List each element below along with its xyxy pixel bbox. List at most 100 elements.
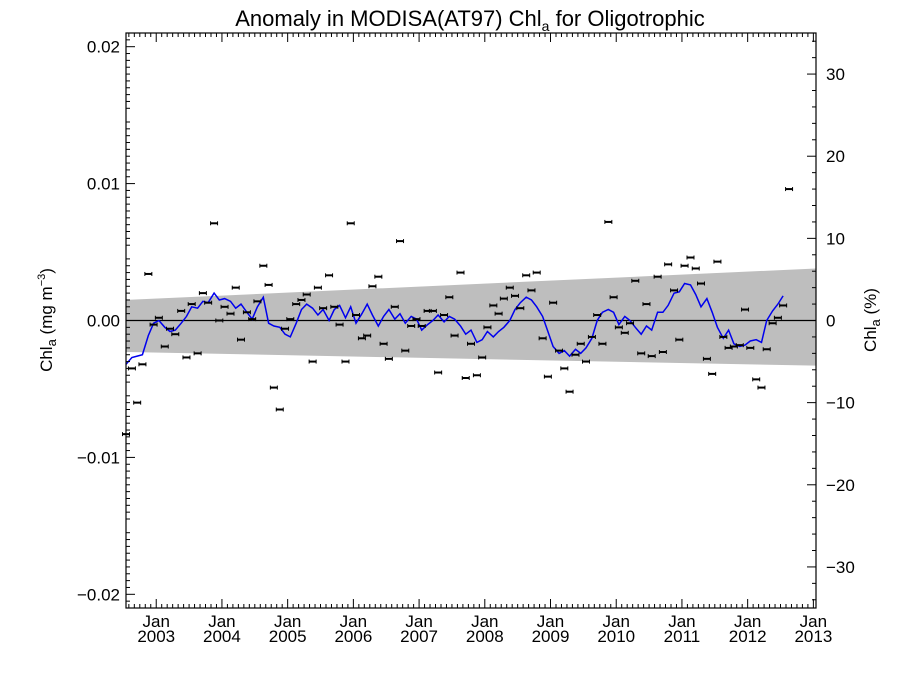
left-axis-label: Chla (mg m−3): [36, 268, 59, 372]
data-point: [133, 400, 142, 405]
data-point: [325, 273, 334, 278]
data-point: [691, 266, 700, 271]
data-point: [154, 315, 163, 320]
data-point: [160, 344, 169, 349]
data-point: [182, 355, 191, 360]
data-point: [396, 239, 405, 244]
x-tick-label-month: Jan: [405, 612, 432, 631]
data-point: [144, 271, 153, 276]
data-point: [511, 293, 520, 298]
data-point: [571, 352, 580, 357]
data-point: [598, 341, 607, 346]
y2-tick-label: 10: [826, 229, 845, 248]
data-point: [193, 351, 202, 356]
monthly-anomaly-points: [122, 187, 794, 437]
data-point: [368, 284, 377, 289]
data-point: [242, 310, 251, 315]
data-point: [576, 341, 585, 346]
data-point: [785, 187, 794, 192]
data-point: [658, 349, 667, 354]
data-point: [264, 282, 273, 287]
data-point: [675, 337, 684, 342]
y2-tick-label: −30: [826, 558, 855, 577]
data-point: [177, 308, 186, 313]
data-point: [308, 359, 317, 364]
data-point: [434, 370, 443, 375]
data-point: [461, 376, 470, 380]
data-point: [357, 336, 366, 341]
data-point: [472, 373, 481, 378]
data-point: [215, 318, 224, 323]
y-tick-label: 0.02: [87, 38, 120, 57]
data-point: [637, 351, 646, 356]
data-point: [171, 332, 180, 337]
data-point: [275, 407, 284, 412]
data-point: [647, 354, 656, 359]
data-point: [642, 302, 651, 307]
data-point: [450, 333, 459, 338]
data-point: [560, 366, 569, 371]
data-point: [620, 330, 629, 335]
data-point: [138, 362, 147, 367]
data-point: [319, 306, 328, 311]
data-point: [417, 323, 426, 328]
data-point: [379, 341, 388, 346]
data-point: [231, 285, 240, 290]
data-point: [614, 325, 623, 330]
data-point: [483, 325, 492, 330]
data-point: [335, 322, 344, 327]
x-tick-label-year: 2008: [466, 627, 504, 646]
data-point: [346, 221, 355, 226]
data-point: [286, 317, 295, 322]
x-tick-label-year: 2010: [597, 627, 635, 646]
x-tick-label-month: Jan: [800, 612, 827, 631]
x-tick-label-year: 2006: [334, 627, 372, 646]
data-point: [527, 288, 536, 293]
data-point: [516, 306, 525, 311]
x-tick-label-year: 2009: [532, 627, 570, 646]
data-point: [670, 288, 679, 293]
y2-tick-label: 20: [826, 147, 845, 166]
left-y-axis: 0.02 0.01 0.00 −0.01 −0.02: [77, 32, 135, 609]
x-tick-label-month: Jan: [603, 612, 630, 631]
data-point: [302, 292, 311, 297]
y2-tick-label: 0: [826, 312, 835, 331]
data-point: [746, 345, 755, 350]
data-point: [626, 321, 635, 326]
data-point: [702, 356, 711, 361]
right-axis-label: Chla (%): [861, 288, 883, 352]
data-point: [428, 308, 437, 313]
data-point: [281, 326, 290, 331]
data-point: [773, 315, 782, 320]
data-point: [697, 281, 705, 286]
data-point: [445, 295, 454, 300]
data-point: [187, 302, 196, 307]
x-tick-label-month: Jan: [274, 612, 301, 631]
data-point: [341, 359, 350, 364]
data-point: [478, 355, 487, 360]
data-point: [779, 303, 788, 308]
data-point: [237, 337, 245, 342]
data-point: [735, 343, 744, 348]
data-point: [269, 385, 278, 390]
data-point: [680, 263, 689, 268]
y-tick-label: 0.01: [87, 175, 120, 194]
x-tick-label-year: 2013: [794, 627, 832, 646]
data-point: [292, 302, 301, 307]
data-point: [582, 359, 590, 364]
data-point: [204, 300, 213, 305]
data-point: [741, 307, 750, 312]
data-point: [653, 274, 662, 279]
data-point: [713, 259, 722, 264]
data-point: [412, 317, 421, 322]
data-point: [330, 304, 339, 309]
data-point: [248, 317, 257, 322]
x-tick-label-month: Jan: [143, 612, 170, 631]
chart-title: Anomaly in MODISA(AT97) Chla for Oligotr…: [235, 6, 705, 34]
data-point: [768, 321, 777, 326]
data-point: [549, 300, 558, 305]
data-point: [198, 291, 207, 296]
data-point: [226, 311, 235, 316]
data-point: [259, 263, 268, 268]
